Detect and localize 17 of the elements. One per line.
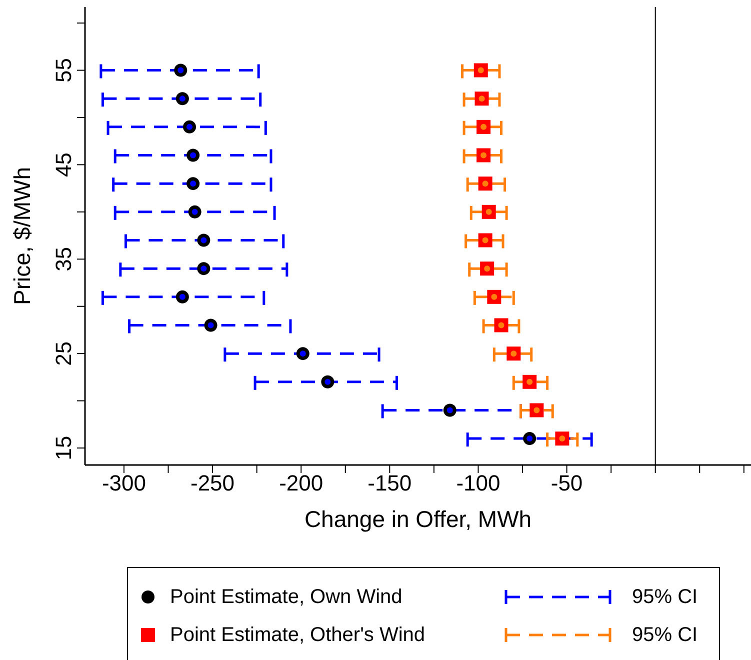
legend-label: Point Estimate, Other's Wind	[170, 624, 426, 646]
legend-label: 95% CI	[632, 586, 698, 608]
y-axis-title: Price, $/MWh	[9, 166, 36, 306]
y-tick-label: 45	[51, 152, 76, 177]
x-axis-title: Change in Offer, MWh	[304, 506, 532, 532]
x-tick-label: -50	[550, 470, 583, 496]
y-tick-label: 35	[51, 246, 76, 272]
x-tick-label: -200	[279, 470, 324, 496]
x-tick-label: -100	[456, 470, 500, 496]
x-tick-label: -300	[102, 470, 146, 496]
y-tick-label: 55	[51, 58, 76, 83]
y-tick-label: 15	[51, 436, 76, 460]
y-tick-label: 25	[51, 341, 76, 366]
x-tick-label: -150	[368, 470, 412, 496]
x-tick-label: -250	[190, 470, 235, 496]
legend-label: Point Estimate, Own Wind	[170, 586, 402, 608]
legend-label: 95% CI	[632, 624, 698, 646]
